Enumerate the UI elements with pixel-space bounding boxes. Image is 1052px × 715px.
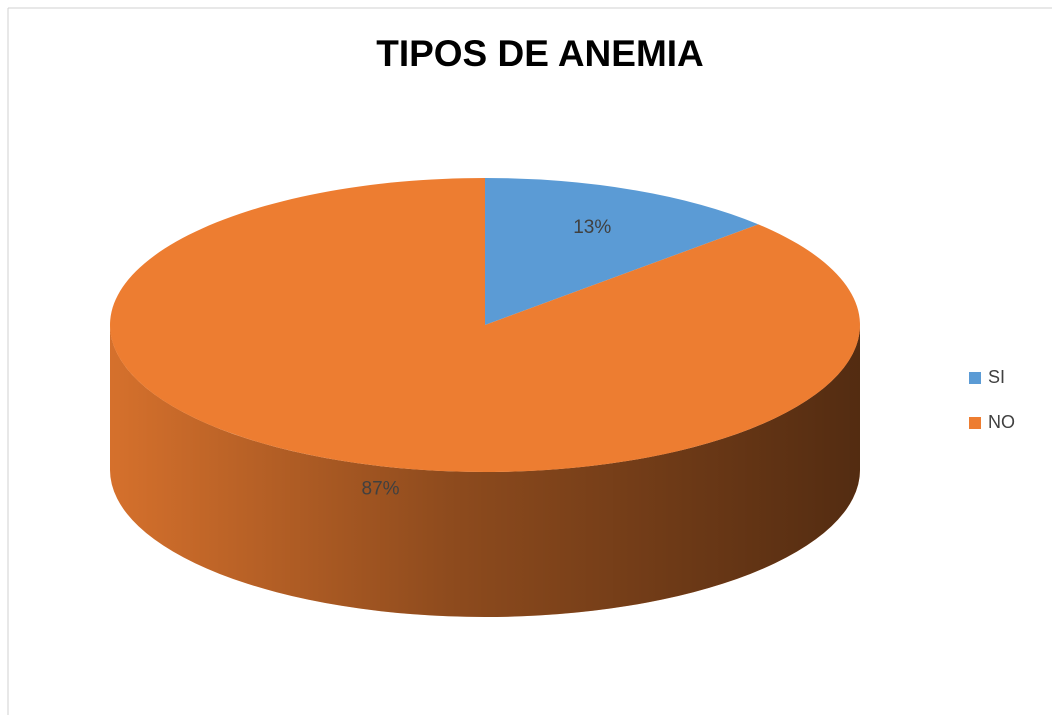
data-label: 87%	[362, 478, 400, 499]
pie-slice	[109, 178, 861, 472]
legend-label: SI	[988, 367, 1005, 387]
data-label: 13%	[573, 217, 611, 238]
chart-title: TIPOS DE ANEMIA	[376, 33, 704, 74]
pie-side-shade	[110, 325, 860, 617]
pie-slice	[485, 178, 759, 325]
legend-label: NO	[988, 412, 1015, 432]
legend-swatch	[969, 372, 981, 384]
legend-swatch	[969, 417, 981, 429]
